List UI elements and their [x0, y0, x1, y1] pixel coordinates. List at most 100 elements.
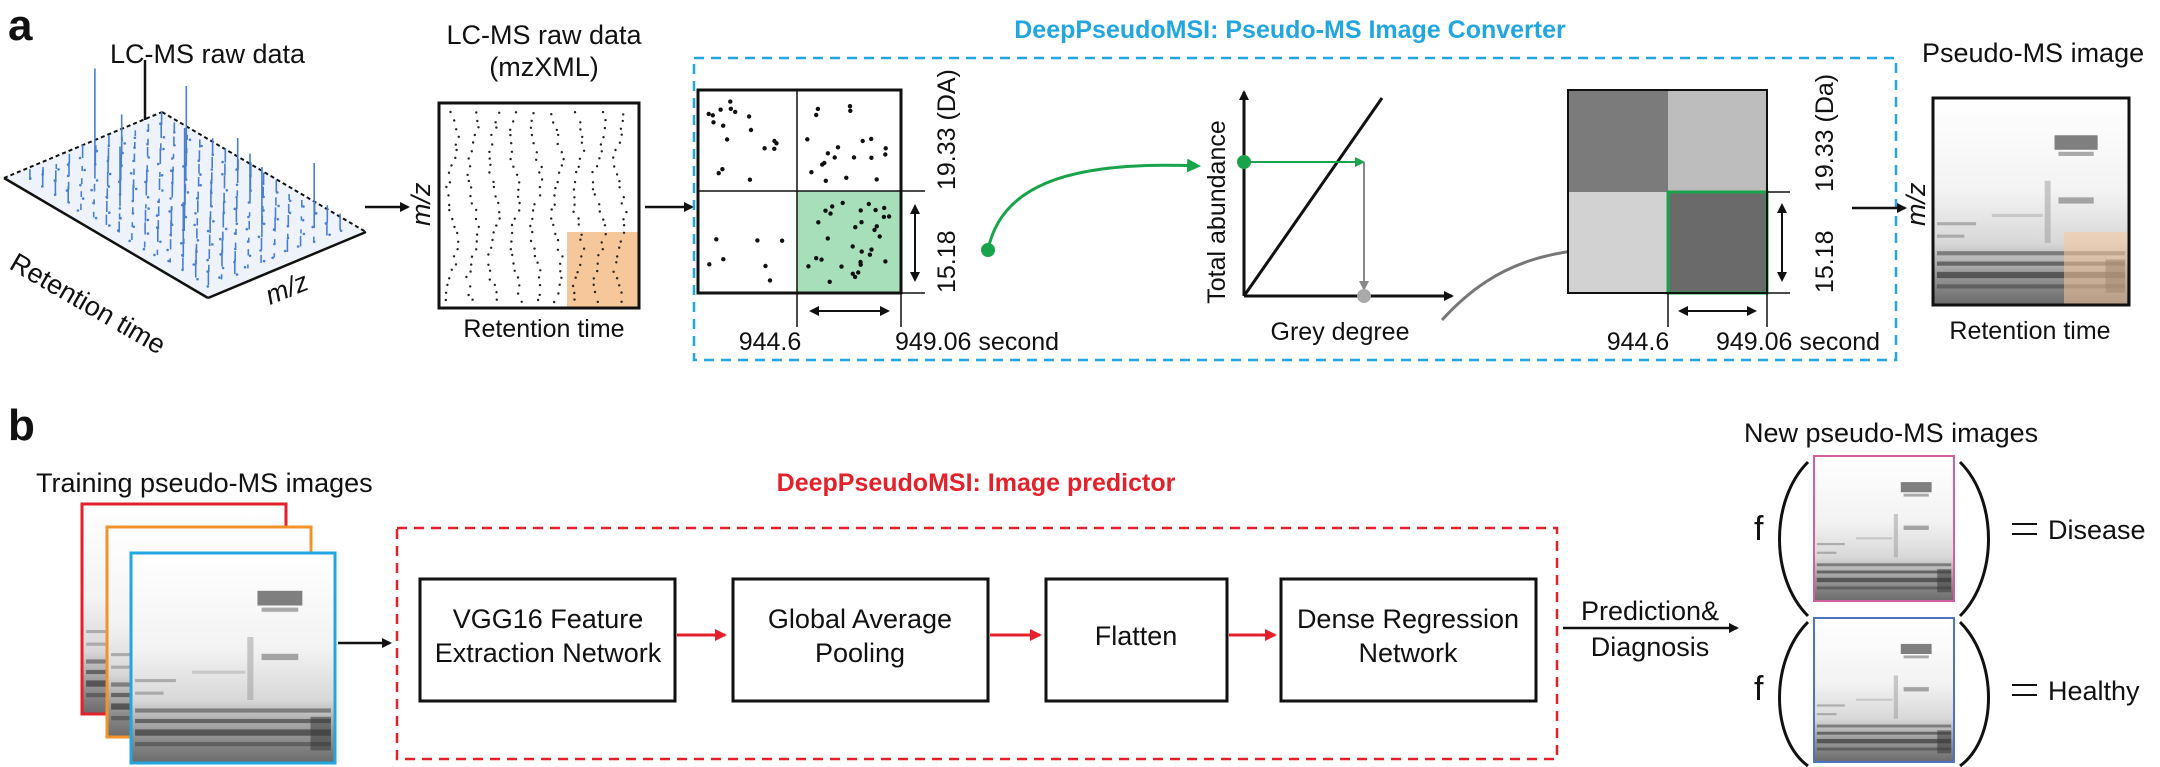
scatter-point [509, 133, 512, 137]
scatter-point [620, 202, 623, 205]
scatter-point [573, 291, 576, 295]
scatter-point [477, 225, 480, 229]
scatter-point [573, 180, 577, 184]
scatter-point [512, 120, 515, 123]
grid-left-y-lower: 15.18 [933, 230, 961, 293]
scatter-point [517, 188, 520, 191]
scatter-point [451, 217, 454, 221]
quadrant-point [762, 146, 767, 151]
scatter-point [510, 150, 514, 153]
quadrant-point [809, 170, 814, 175]
quadrant-point [814, 256, 819, 261]
peak-dot [79, 183, 82, 187]
scatter-point [509, 248, 512, 251]
peak-dot [277, 204, 280, 208]
peak-dot [314, 212, 318, 215]
quadrant-point [873, 207, 878, 213]
mzxml-panel: LC-MS raw data (mzXML) m/z Retention tim… [406, 20, 643, 343]
peak-dot [90, 188, 93, 192]
peak-dot [81, 197, 85, 200]
quadrant-point [816, 220, 821, 225]
peak-dot [169, 169, 173, 172]
scatter-point [493, 283, 496, 287]
scatter-point [579, 121, 582, 124]
scatter-point [518, 181, 521, 184]
scatter-point [488, 150, 491, 154]
scatter-point [553, 203, 556, 206]
scatter-point [620, 291, 623, 294]
peak-dot [159, 122, 162, 125]
peak-dot [224, 227, 228, 231]
scatter-point [552, 300, 556, 304]
peak-dot [272, 228, 276, 231]
peak-dot [286, 236, 290, 240]
scatter-point [603, 126, 607, 130]
svg-text:Global Average: Global Average [768, 604, 952, 634]
peak-dot [108, 211, 111, 214]
quadrant-point [825, 236, 830, 241]
quadrant-point [874, 177, 879, 182]
peak-dot [276, 217, 280, 221]
mzxml-title-line1: LC-MS raw data [446, 20, 642, 50]
scatter-point [529, 239, 533, 243]
peak-dot [246, 240, 250, 243]
pipeline-box-global-pooling: Global Average Pooling [731, 577, 990, 703]
scatter-point [571, 284, 575, 288]
peak-dot [181, 253, 184, 257]
peak-dot [133, 136, 137, 140]
scatter-point [536, 298, 540, 302]
peak-dot [41, 185, 44, 188]
scatter-point [603, 224, 607, 227]
peak-dot [123, 142, 126, 145]
peak-dot [153, 253, 156, 257]
scatter-point [615, 261, 618, 264]
peak-dot [146, 218, 150, 222]
peak-dot [78, 156, 82, 160]
scatter-point [620, 300, 623, 303]
scatter-point [490, 133, 493, 137]
peak-dot [92, 201, 95, 205]
peak-dot [194, 212, 197, 215]
peak-dot [147, 156, 150, 159]
scatter-point [618, 141, 622, 144]
scatter-point [511, 253, 514, 257]
quadrant-point [859, 249, 864, 254]
peak-dot [221, 172, 224, 176]
scatter-point [555, 128, 558, 132]
scatter-point [550, 217, 553, 220]
peak-dot [76, 209, 80, 212]
quadrant-point [840, 200, 845, 206]
peak-dot [170, 157, 174, 160]
scatter-point [494, 121, 497, 124]
peak-dot [57, 168, 60, 171]
mzxml-scatter-points [444, 110, 628, 304]
peak-dot [302, 205, 305, 208]
pseudo-ms-image: Pseudo-MS image m/z Retention time [1901, 38, 2144, 345]
scatter-point [533, 254, 537, 258]
peak-dot [199, 173, 202, 176]
quadrant-point [850, 271, 855, 276]
scatter-point [474, 217, 478, 221]
quadrant-point [714, 237, 719, 242]
quadrant-point [858, 259, 863, 265]
scatter-point [516, 276, 520, 279]
scatter-point [467, 157, 470, 160]
quadrant-point [819, 257, 824, 262]
peak-dot [196, 277, 199, 281]
scatter-point [455, 128, 458, 131]
scatter-point [573, 196, 576, 199]
scatter-point [618, 246, 621, 249]
peak-dot [235, 273, 239, 276]
peak-dot [218, 276, 221, 279]
scatter-point [582, 149, 586, 152]
quadrant-point [860, 138, 865, 144]
quadrant-point [881, 214, 887, 220]
peak-dot [247, 201, 251, 204]
quadrant-point [853, 225, 858, 230]
quadrant-point [755, 238, 760, 243]
scatter-point [552, 121, 555, 124]
scatter-point [602, 136, 605, 139]
scatter-point [602, 218, 605, 221]
peak-dot [108, 224, 111, 227]
